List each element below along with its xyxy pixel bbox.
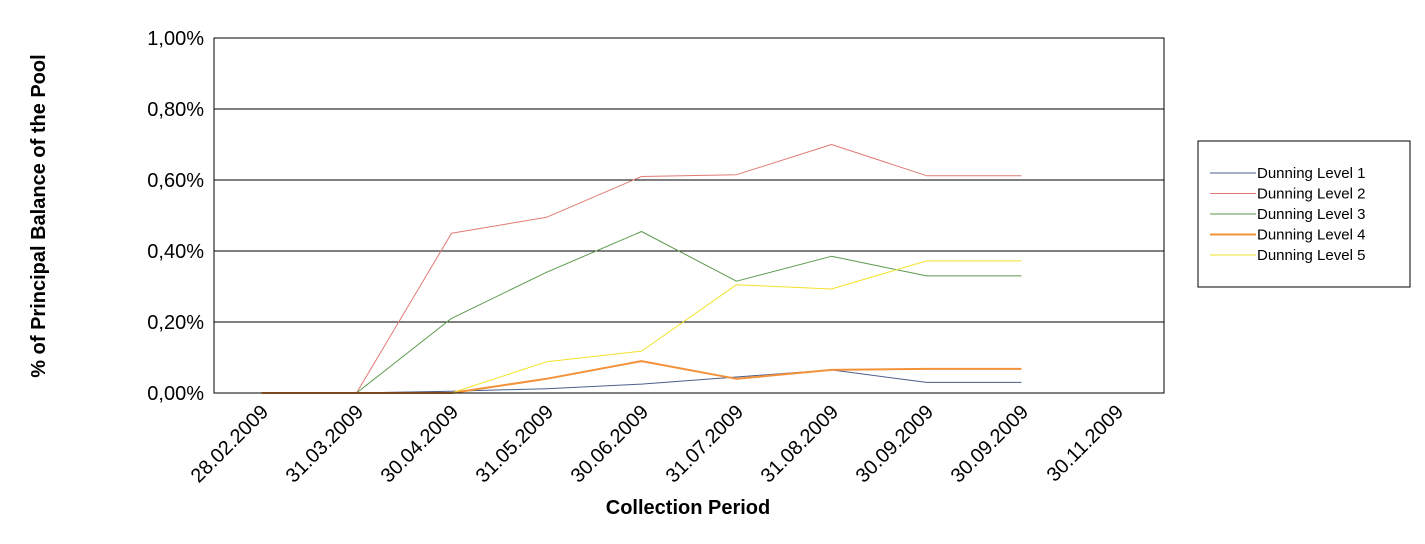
x-tick-label: 31.05.2009 <box>472 401 558 487</box>
x-tick-label: 30.09.2009 <box>947 401 1033 487</box>
y-tick-label: 0,00% <box>147 383 204 405</box>
x-tick-label: 30.11.2009 <box>1043 401 1128 486</box>
x-tick-label: 30.09.2009 <box>852 401 938 487</box>
y-tick-label: 0,20% <box>147 312 204 334</box>
series-line-3 <box>261 231 1022 394</box>
x-axis-ticks: 28.02.2009 31.03.2009 30.04.2009 31.05.2009… <box>187 401 1128 487</box>
x-axis-title: Collection Period <box>606 497 770 519</box>
x-tick-label: 30.06.2009 <box>567 401 653 487</box>
legend-box <box>1197 140 1411 288</box>
y-tick-label: 0,60% <box>147 170 204 192</box>
y-tick-label: 0,40% <box>147 241 204 263</box>
series-line-1 <box>261 369 1022 394</box>
legend-label: Dunning Level 2 <box>1257 186 1365 203</box>
x-tick-label: 31.07.2009 <box>662 401 748 487</box>
x-tick-label: 28.02.2009 <box>187 401 273 487</box>
legend-label: Dunning Level 1 <box>1257 165 1365 182</box>
x-tick-label: 31.08.2009 <box>757 401 843 487</box>
series-line-4 <box>261 360 1022 394</box>
y-tick-label: 1,00% <box>147 28 204 50</box>
y-axis-title: % of Principal Balance of the Pool <box>28 54 50 377</box>
legend-label: Dunning Level 5 <box>1257 247 1365 264</box>
series-line-2 <box>261 144 1022 394</box>
legend-label: Dunning Level 4 <box>1257 227 1365 244</box>
x-tick-label: 30.04.2009 <box>377 401 463 487</box>
y-axis-ticks: 0,00% 0,20% 0,40% 0,60% 0,80% 1,00% <box>147 28 204 405</box>
series-line-5 <box>261 260 1022 394</box>
x-tick-label: 31.03.2009 <box>282 401 368 487</box>
y-tick-label: 0,80% <box>147 99 204 121</box>
gridlines <box>214 37 1164 394</box>
legend: Dunning Level 1 Dunning Level 2 Dunning Le… <box>1197 140 1411 288</box>
plot-area-frame <box>213 37 1165 394</box>
legend-label: Dunning Level 3 <box>1257 206 1365 223</box>
series-lines <box>261 144 1022 394</box>
